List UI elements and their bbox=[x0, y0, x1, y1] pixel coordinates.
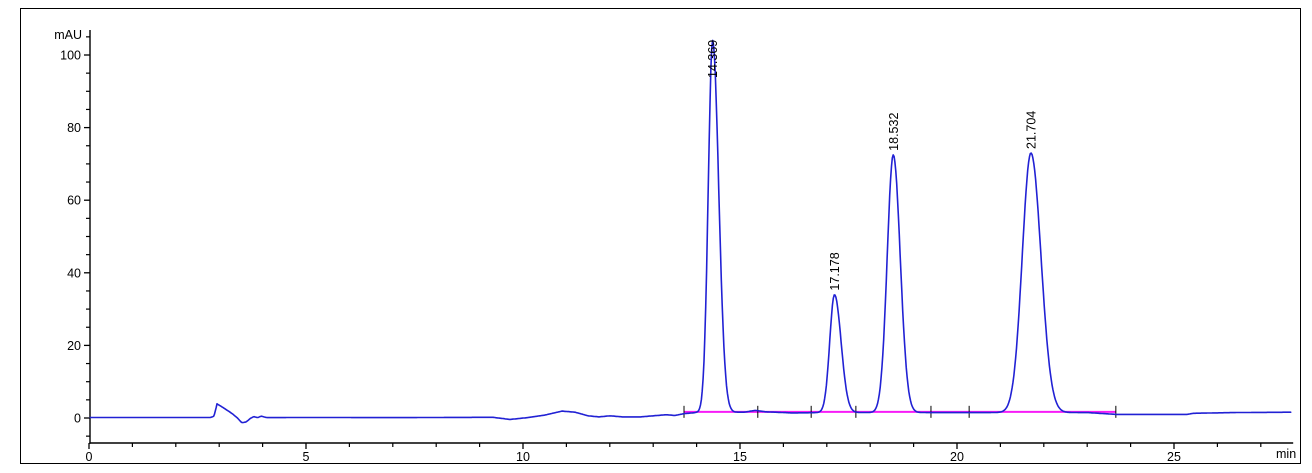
y-tick-label: 20 bbox=[67, 339, 81, 353]
peak-label-17.178: 17.178 bbox=[828, 252, 842, 290]
y-axis-unit-label: mAU bbox=[54, 28, 82, 42]
y-tick-label: 80 bbox=[67, 121, 81, 135]
plot-frame bbox=[20, 8, 1301, 464]
x-axis-unit-label: min bbox=[1276, 447, 1297, 461]
y-tick-label: 100 bbox=[60, 49, 81, 63]
peak-label-14.369: 14.369 bbox=[706, 40, 720, 78]
x-tick-label: 20 bbox=[950, 450, 964, 464]
x-tick-label: 25 bbox=[1167, 450, 1181, 464]
y-tick-label: 40 bbox=[67, 266, 81, 280]
x-tick-label: 10 bbox=[516, 450, 530, 464]
x-tick-label: 0 bbox=[86, 450, 93, 464]
x-tick-label: 5 bbox=[303, 450, 310, 464]
peak-label-18.532: 18.532 bbox=[887, 113, 901, 151]
y-tick-label: 0 bbox=[74, 412, 81, 426]
x-tick-label: 15 bbox=[733, 450, 747, 464]
peak-label-21.704: 21.704 bbox=[1024, 111, 1038, 149]
y-tick-label: 60 bbox=[67, 194, 81, 208]
chromatogram-trace bbox=[89, 39, 1292, 424]
